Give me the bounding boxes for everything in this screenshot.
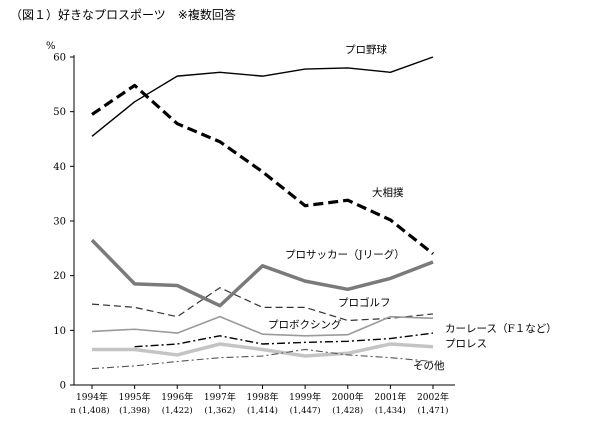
x-tick-label: 2002年 — [417, 391, 449, 403]
axes: % 0 10 20 30 40 50 60 1994年 n (1,408) 1995年 (1,398)… — [46, 41, 455, 416]
y-tick-label: 30 — [53, 217, 66, 228]
series-label: プロサッカー（Jリーグ） — [285, 248, 405, 261]
y-tick-label: 50 — [53, 107, 66, 118]
x-tick-label: 2000年 — [332, 391, 364, 403]
y-tick-label: 10 — [53, 326, 66, 337]
x-tick-label: 1996年 — [161, 391, 193, 403]
y-tick-label: 20 — [53, 271, 66, 282]
series-line-4 — [91, 287, 434, 322]
series-label: カーレース（F１など） — [445, 323, 557, 335]
y-axis-label: % — [46, 41, 56, 52]
series-line-6 — [134, 332, 434, 348]
series-layer — [90, 56, 434, 370]
x-sample-size-label: (1,422) — [162, 405, 193, 416]
series-line-2 — [91, 83, 434, 256]
series-label: プロ野球 — [345, 43, 387, 56]
x-tick-label: 1999年 — [289, 391, 321, 403]
series-label: プロボクシング — [268, 318, 342, 331]
x-sample-size-label: (1,414) — [247, 405, 278, 416]
x-sample-size-label: (1,471) — [418, 405, 449, 416]
x-sample-size-label: (1,398) — [119, 405, 150, 416]
x-sample-size-label: (1,447) — [290, 405, 321, 416]
y-tick-label: 0 — [60, 381, 66, 392]
series-line-5 — [91, 315, 434, 337]
series-line-3 — [90, 238, 434, 308]
x-tick-label: 2001年 — [374, 391, 406, 403]
x-sample-size-label: (1,362) — [204, 405, 235, 416]
y-tick-label: 40 — [53, 162, 66, 173]
x-sample-size-label: (1,428) — [332, 405, 363, 416]
series-label: プロゴルフ — [338, 296, 391, 309]
y-tick-label: 60 — [53, 53, 66, 64]
x-sample-size-label: (1,434) — [375, 405, 406, 416]
series-line-1 — [91, 56, 434, 137]
x-tick-label: 1995年 — [119, 391, 151, 403]
series-label: 大相撲 — [372, 186, 404, 199]
series-line-7 — [92, 342, 434, 358]
series-label: プロレス — [445, 338, 487, 350]
x-tick-label: 1998年 — [247, 391, 279, 403]
chart-title: （図１）好きなプロスポーツ ※複数回答 — [10, 8, 236, 22]
series-line-8 — [91, 348, 434, 370]
x-tick-label: 1994年 — [76, 391, 108, 403]
x-tick-label: 1997年 — [204, 391, 236, 403]
series-label: その他 — [413, 359, 445, 372]
x-sample-size-label: n (1,408) — [70, 405, 109, 416]
